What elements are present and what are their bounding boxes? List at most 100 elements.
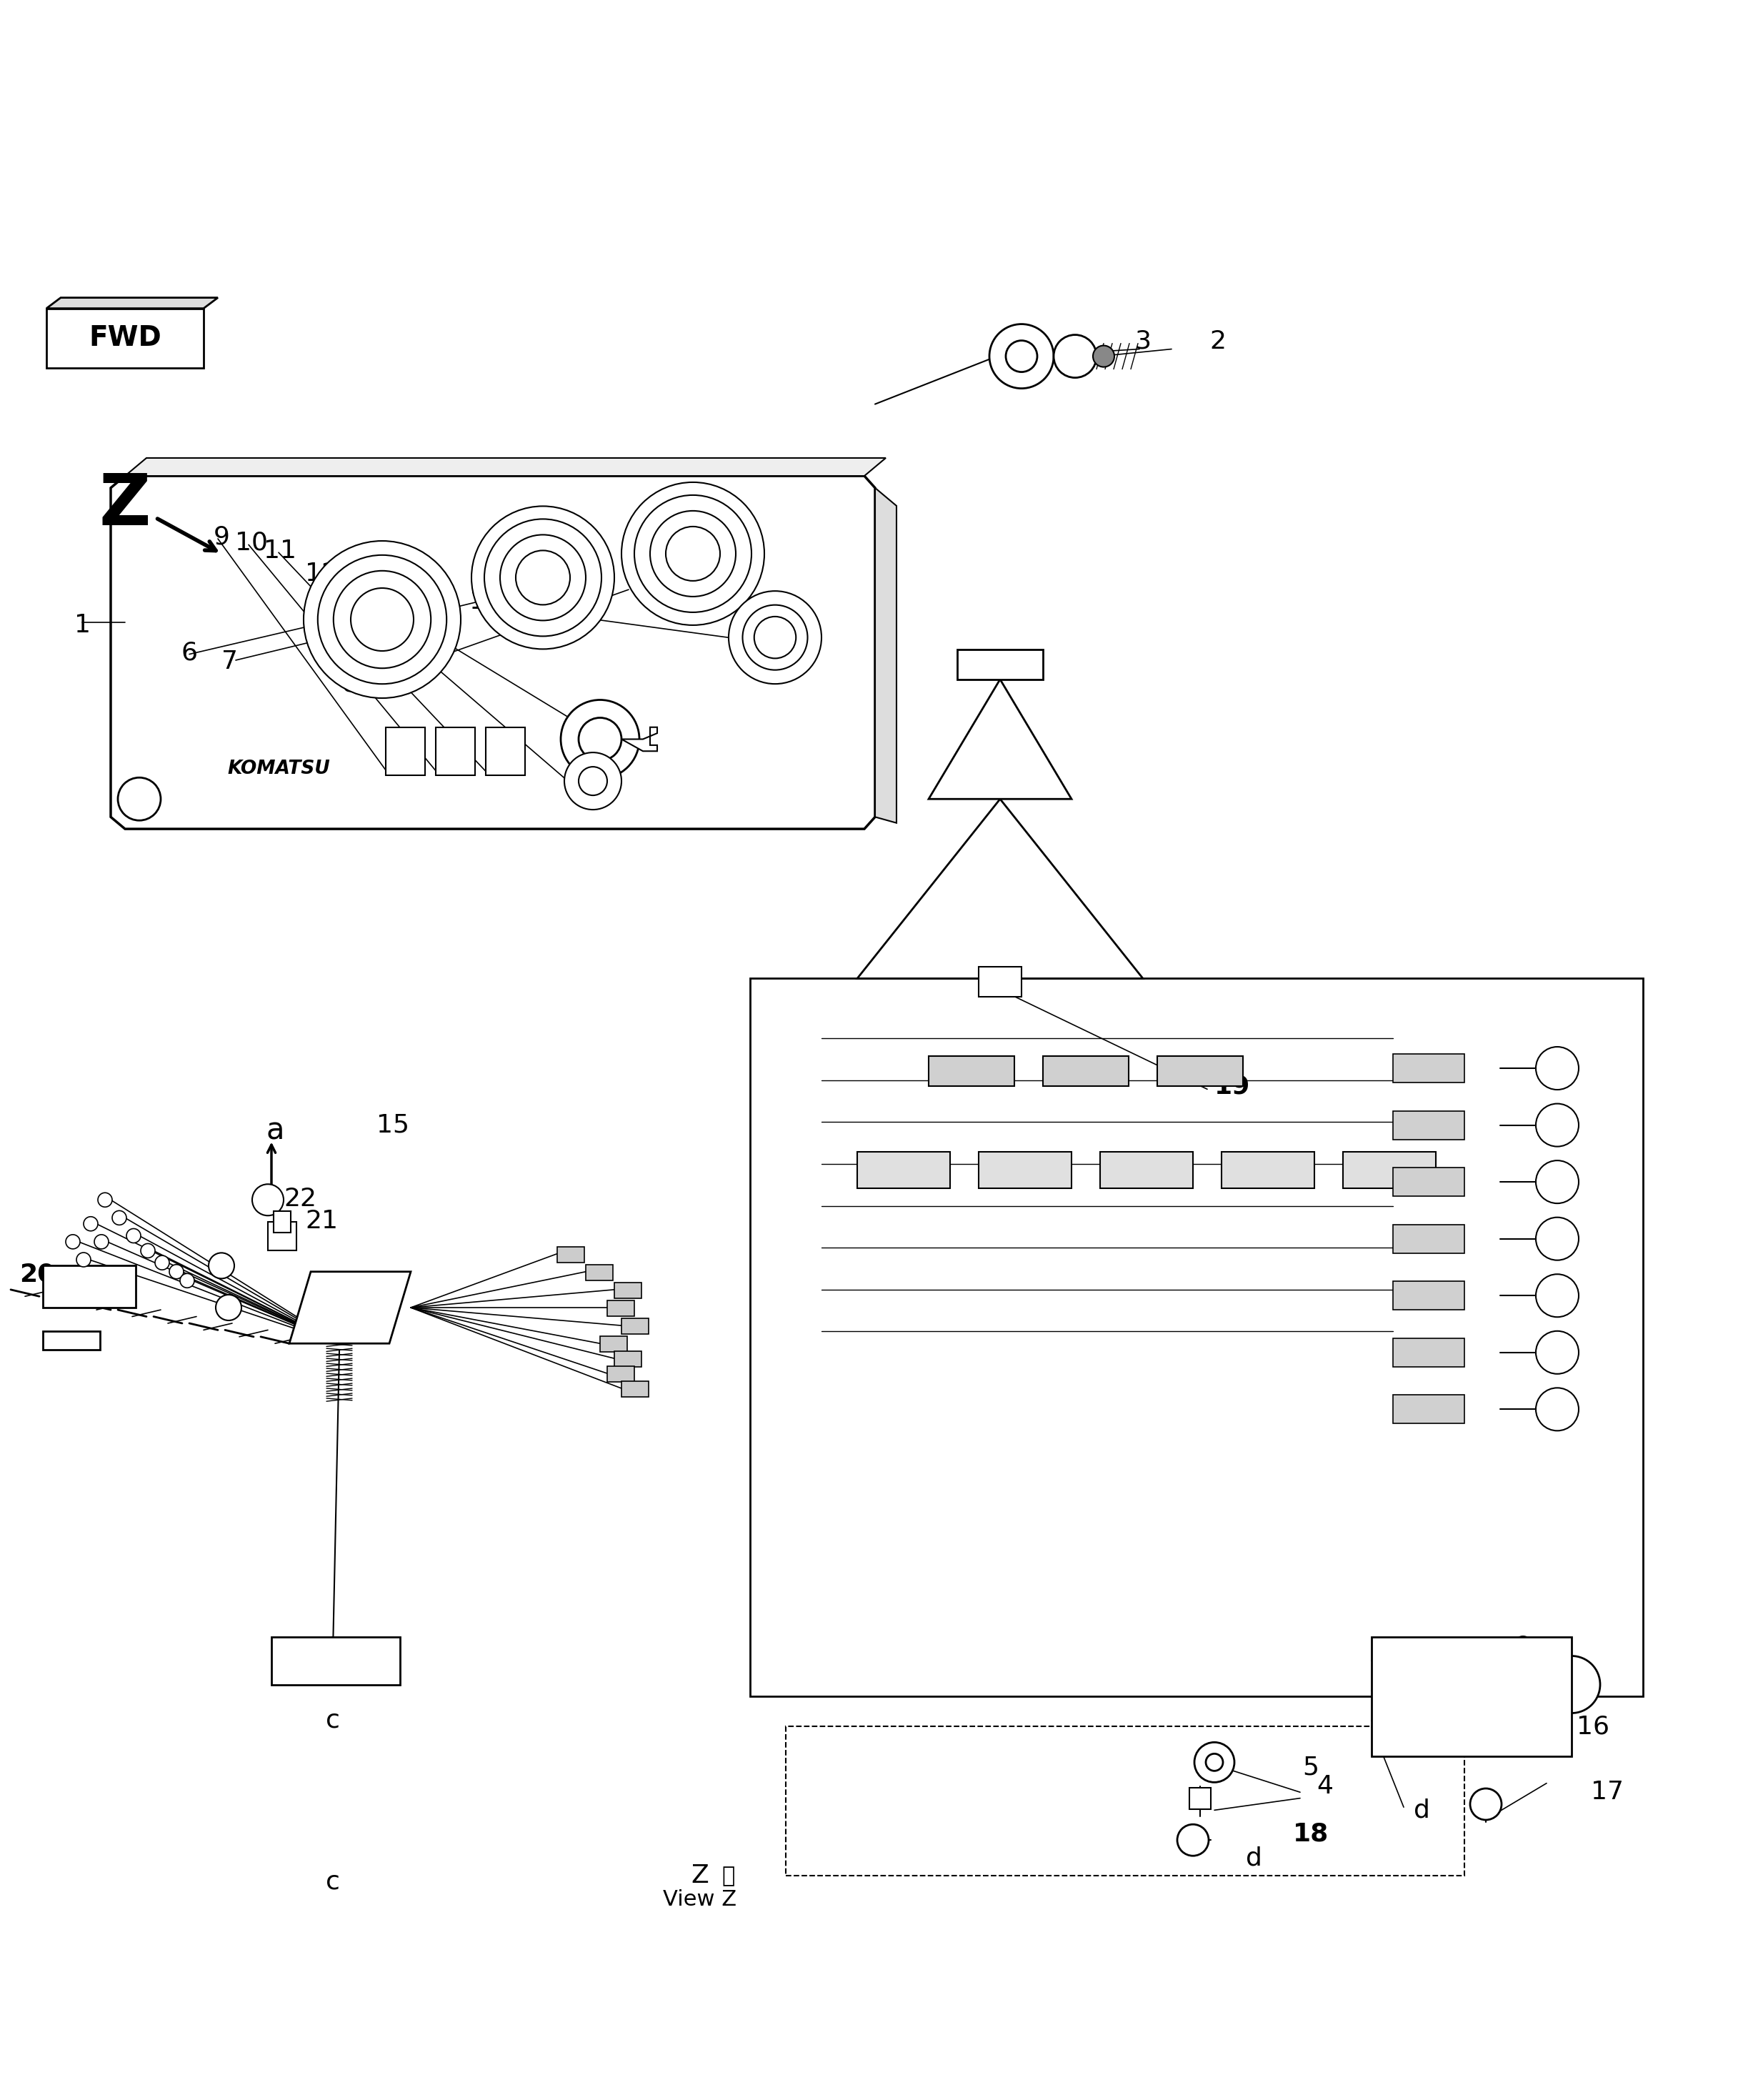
Circle shape — [561, 699, 640, 779]
Circle shape — [515, 550, 570, 605]
Circle shape — [251, 1184, 283, 1216]
Text: 8: 8 — [341, 672, 359, 697]
Bar — [1157, 1056, 1243, 1086]
Circle shape — [622, 483, 765, 626]
Circle shape — [1486, 1657, 1544, 1714]
Circle shape — [304, 542, 461, 697]
Text: View Z: View Z — [663, 1890, 737, 1911]
Bar — [42, 1266, 135, 1308]
Circle shape — [1536, 1105, 1579, 1147]
Circle shape — [728, 590, 821, 685]
Text: 22: 22 — [283, 1186, 316, 1212]
Circle shape — [578, 718, 622, 760]
Polygon shape — [111, 477, 875, 830]
Text: KOMATSU: KOMATSU — [227, 760, 331, 779]
Circle shape — [564, 752, 622, 811]
Circle shape — [113, 1212, 127, 1224]
Text: 13: 13 — [336, 578, 369, 603]
Bar — [1392, 1111, 1464, 1140]
Circle shape — [352, 588, 413, 651]
Circle shape — [754, 617, 796, 659]
Circle shape — [1470, 1789, 1501, 1821]
Text: Z: Z — [98, 470, 151, 540]
Circle shape — [76, 1252, 91, 1266]
Text: 5: 5 — [1303, 1756, 1318, 1779]
Text: 19: 19 — [1215, 1073, 1250, 1098]
Bar — [956, 649, 1042, 678]
Bar — [607, 1367, 635, 1382]
Polygon shape — [928, 678, 1072, 798]
Text: FWD: FWD — [88, 326, 162, 353]
Text: 7: 7 — [222, 649, 239, 674]
Polygon shape — [622, 727, 657, 752]
Text: 16: 16 — [1577, 1714, 1609, 1739]
Bar — [607, 1300, 635, 1317]
Circle shape — [209, 1254, 234, 1279]
Bar — [928, 1056, 1014, 1086]
Circle shape — [1053, 334, 1097, 378]
Circle shape — [471, 506, 614, 649]
Text: a: a — [265, 1115, 285, 1147]
Bar — [1101, 1153, 1194, 1189]
Circle shape — [483, 519, 601, 636]
Polygon shape — [875, 487, 897, 823]
Text: 12: 12 — [306, 561, 338, 586]
Circle shape — [578, 766, 607, 796]
Bar — [599, 1336, 628, 1352]
Text: 14: 14 — [469, 590, 503, 613]
Text: 10: 10 — [236, 531, 267, 554]
Bar — [614, 1350, 642, 1367]
Circle shape — [1536, 1046, 1579, 1090]
Text: c: c — [325, 1707, 339, 1732]
Text: 2: 2 — [1210, 330, 1225, 353]
Bar — [271, 1636, 401, 1684]
Bar — [786, 1726, 1464, 1875]
Text: 4: 4 — [1317, 1774, 1333, 1798]
Polygon shape — [290, 1273, 411, 1344]
Bar — [1371, 1636, 1572, 1756]
Bar — [1392, 1224, 1464, 1254]
Circle shape — [216, 1296, 241, 1321]
Circle shape — [1536, 1161, 1579, 1203]
Bar — [274, 1212, 290, 1233]
Text: 20: 20 — [19, 1262, 54, 1287]
Circle shape — [1206, 1754, 1224, 1770]
Circle shape — [1536, 1331, 1579, 1373]
Bar — [751, 979, 1644, 1697]
Bar — [1392, 1394, 1464, 1424]
Circle shape — [334, 571, 431, 668]
Circle shape — [84, 1216, 98, 1231]
Polygon shape — [125, 458, 886, 477]
Text: 9: 9 — [213, 525, 230, 548]
Bar — [1222, 1153, 1315, 1189]
Circle shape — [1093, 346, 1115, 367]
Polygon shape — [46, 309, 204, 367]
Circle shape — [990, 323, 1053, 388]
Circle shape — [118, 777, 160, 821]
Text: 15: 15 — [376, 1113, 410, 1138]
Bar — [614, 1283, 642, 1298]
Circle shape — [666, 527, 721, 582]
Circle shape — [169, 1264, 183, 1279]
Polygon shape — [858, 798, 1143, 979]
Bar — [385, 727, 425, 775]
Circle shape — [1178, 1825, 1210, 1856]
Circle shape — [127, 1228, 141, 1243]
Text: 3: 3 — [1134, 330, 1151, 353]
Text: 1: 1 — [74, 613, 90, 638]
Circle shape — [65, 1235, 81, 1250]
Circle shape — [155, 1256, 169, 1270]
Text: 6: 6 — [181, 640, 197, 664]
Bar — [1392, 1168, 1464, 1197]
Bar — [1392, 1281, 1464, 1310]
Bar — [42, 1331, 100, 1350]
Bar — [1190, 1787, 1211, 1808]
Bar — [979, 1153, 1072, 1189]
Bar — [557, 1247, 584, 1262]
Text: Z: Z — [691, 1865, 708, 1888]
Bar — [979, 966, 1021, 997]
Text: d: d — [1413, 1798, 1429, 1823]
Polygon shape — [46, 298, 218, 309]
Bar — [622, 1319, 649, 1334]
Circle shape — [1544, 1657, 1600, 1714]
